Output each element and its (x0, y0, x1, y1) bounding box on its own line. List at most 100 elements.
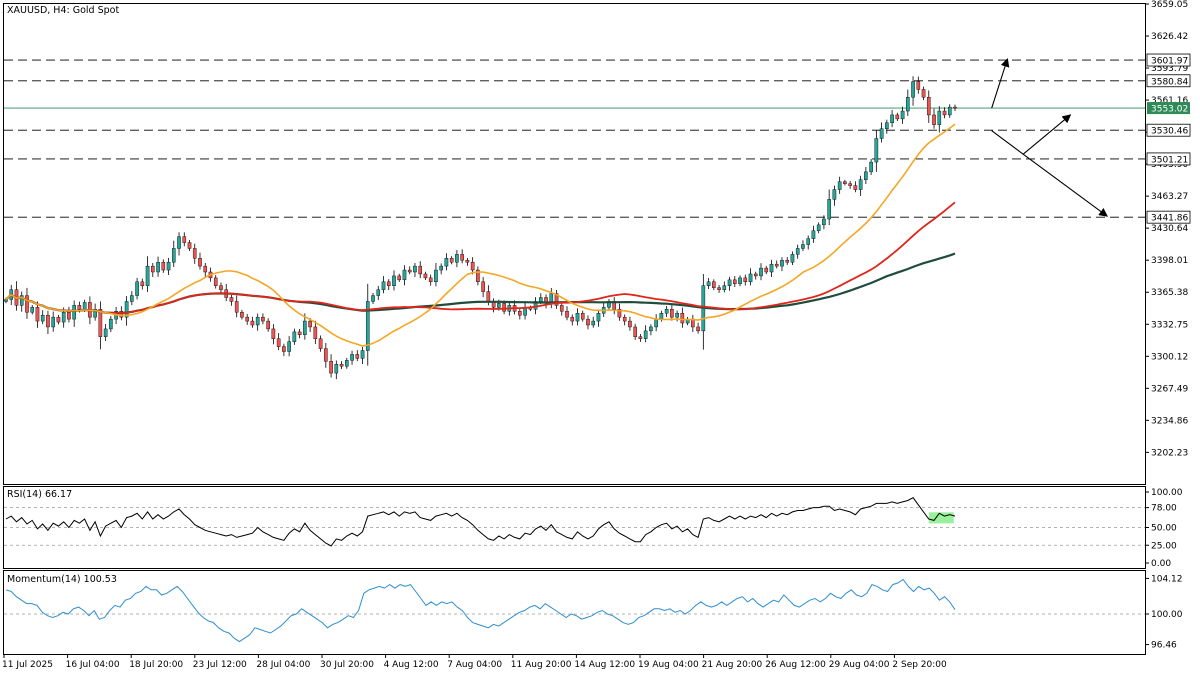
bull-candle (801, 244, 805, 249)
bear-candle (670, 309, 674, 318)
price-tick-label: 3300.12 (1151, 352, 1188, 362)
bear-candle (318, 338, 323, 349)
bear-candle (297, 331, 302, 336)
bull-candle (769, 263, 774, 273)
bull-candle (659, 313, 664, 320)
bull-candle (591, 320, 596, 326)
bull-candle (706, 281, 711, 286)
rsi-tick-label: 100.00 (1151, 488, 1183, 498)
bear-candle (203, 265, 208, 273)
rsi-tick-label: 50.00 (1151, 524, 1177, 534)
current-price-tag (1147, 102, 1190, 115)
bull-candle (434, 269, 438, 283)
level-tag-box (1146, 152, 1191, 166)
bear-candle (192, 248, 197, 259)
bear-candle (329, 361, 333, 374)
price-tick-label: 3430.64 (1151, 224, 1188, 234)
price-tick-label: 3234.86 (1151, 416, 1188, 426)
bear-candle (187, 242, 192, 249)
rsi-tick-label: 78.00 (1151, 504, 1177, 514)
bear-candle (35, 307, 40, 322)
bull-candle (727, 279, 732, 286)
bear-candle (628, 320, 632, 328)
bear-candle (276, 338, 281, 347)
bull-candle (864, 171, 868, 180)
bull-candle (947, 106, 952, 116)
bear-candle (895, 114, 900, 120)
bear-candle (743, 277, 748, 283)
bull-candle (885, 122, 889, 129)
bull-candle (827, 199, 831, 220)
bull-candle (145, 265, 150, 286)
level-tag-label: 3441.86 (1151, 214, 1188, 224)
bear-candle (449, 258, 454, 263)
bull-candle (171, 248, 176, 263)
bull-candle (675, 313, 679, 318)
bull-candle (900, 110, 905, 120)
time-tick-label: 28 Jul 04:00 (256, 660, 310, 670)
bear-candle (570, 316, 575, 322)
level-tag-box (1146, 123, 1191, 137)
bear-candle (234, 301, 239, 313)
bear-candle (916, 81, 921, 90)
bear-candle (313, 326, 318, 339)
ma-fast-line (5, 123, 956, 347)
level-tag-label: 3580.84 (1151, 77, 1188, 87)
bear-candle (470, 261, 475, 271)
bear-candle (921, 89, 926, 98)
bull-candle (82, 302, 87, 310)
momentum-tick-label: 96.46 (1151, 641, 1177, 651)
bear-candle (785, 260, 790, 263)
bull-candle (759, 267, 763, 277)
bull-candle (371, 295, 375, 302)
bear-candle (245, 316, 249, 322)
bull-candle (497, 303, 501, 308)
bear-candle (418, 265, 423, 275)
rsi-label: RSI(14) 66.17 (7, 489, 72, 500)
bull-candle (402, 269, 407, 281)
bull-candle (822, 218, 826, 226)
bull-candle (937, 110, 942, 125)
bear-candle (753, 273, 758, 277)
time-tick-label: 19 Aug 04:00 (638, 660, 699, 670)
price-tick-label: 3398.01 (1151, 256, 1188, 266)
bear-candle (119, 311, 124, 318)
level-tag-box (1146, 74, 1191, 88)
bear-candle (266, 320, 270, 330)
bull-candle (738, 277, 742, 284)
bull-candle (40, 314, 45, 322)
bear-candle (502, 303, 506, 312)
momentum-label: Momentum(14) 100.53 (7, 574, 117, 585)
level-tag-box (1146, 53, 1191, 67)
bear-candle (324, 348, 328, 362)
bear-candle (386, 281, 391, 286)
rsi-tick-label: 0.00 (1151, 559, 1171, 569)
bull-candle (135, 281, 139, 296)
bull-candle (816, 224, 821, 231)
bear-candle (161, 261, 166, 271)
rsi-tick-label: 25.00 (1151, 541, 1177, 551)
bear-candle (638, 336, 643, 339)
bear-candle (56, 316, 61, 323)
price-tick-label: 3463.27 (1151, 192, 1188, 202)
bull-candle (365, 301, 370, 351)
bear-candle (764, 267, 769, 273)
bull-candle (287, 341, 291, 352)
bull-candle (255, 316, 260, 326)
bull-candle (124, 301, 129, 318)
price-layer (4, 57, 1145, 380)
bull-candle (93, 309, 97, 318)
bull-candle (879, 128, 884, 139)
bear-candle (476, 269, 480, 283)
bull-candle (748, 273, 753, 283)
bear-candle (213, 277, 218, 286)
bull-candle (722, 285, 727, 290)
bull-candle (381, 281, 386, 290)
bear-candle (67, 312, 71, 320)
rsi-line (5, 497, 956, 547)
bear-candle (46, 314, 50, 328)
bear-candle (465, 260, 470, 263)
time-tick-label: 14 Aug 12:00 (574, 660, 635, 670)
bear-candle (932, 114, 936, 125)
